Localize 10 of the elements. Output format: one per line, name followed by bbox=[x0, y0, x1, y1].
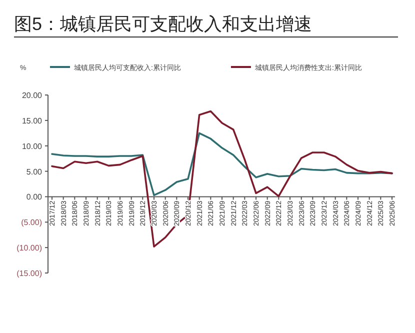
line-series bbox=[51, 110, 393, 248]
y-tick-label: 5.00 bbox=[26, 167, 43, 176]
y-tick-label: 15.00 bbox=[22, 116, 43, 126]
y-tick-label: 20.00 bbox=[22, 91, 43, 100]
chart-title: 图5：城镇居民可支配收入和支出增速 bbox=[14, 14, 312, 34]
y-tick-label: (15.00) bbox=[16, 269, 42, 278]
y-tick-label: 10.00 bbox=[22, 142, 43, 151]
y-tick-label: (10.00) bbox=[16, 244, 42, 253]
y-tick-label: 0.00 bbox=[26, 192, 43, 202]
y-tick-label: (5.00) bbox=[21, 218, 42, 228]
